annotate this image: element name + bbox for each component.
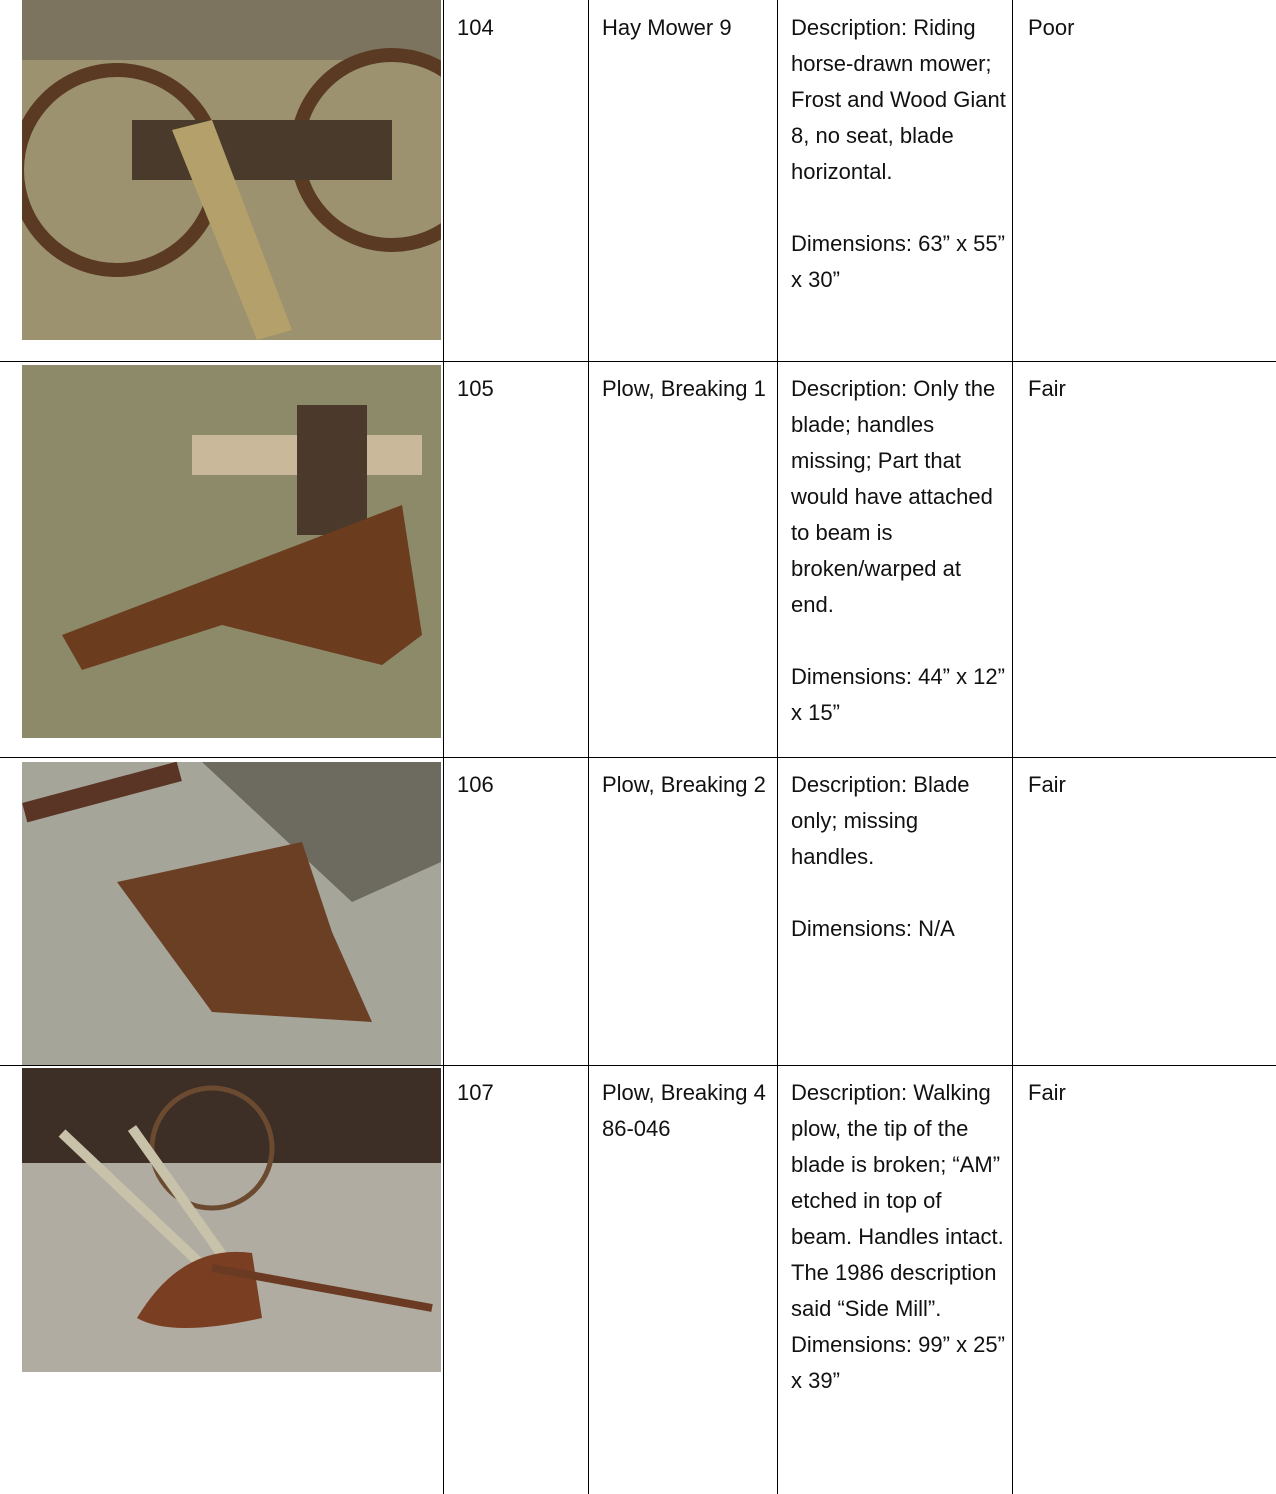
description-paragraph: Dimensions: 44” x 12” x 15” [791, 664, 1005, 725]
description-paragraph: Dimensions: N/A [791, 916, 955, 941]
item-description: Description: Only the blade; handles mis… [791, 361, 1006, 767]
description-paragraph: Description: Blade only; missing handles… [791, 772, 970, 869]
item-name: Hay Mower 9 [602, 15, 732, 40]
description-paragraph: Description: Only the blade; handles mis… [791, 376, 996, 617]
row-border [0, 757, 1276, 758]
row-border [0, 361, 1276, 362]
item-description: Description: Walking plow, the tip of th… [791, 1065, 1006, 1399]
item-description: Description: Riding horse-drawn mower; F… [791, 0, 1006, 334]
column-border [443, 0, 444, 1494]
photo-hay-mower [22, 0, 441, 340]
item-name: Plow, Breaking 4 86-046 [602, 1080, 766, 1141]
description-paragraph: Dimensions: 63” x 55” x 30” [791, 231, 1005, 292]
photo-plow-2 [22, 762, 441, 1065]
description-paragraph: Description: Walking plow, the tip of th… [791, 1080, 1004, 1321]
description-paragraph: Dimensions: 99” x 25” x 39” [791, 1332, 1005, 1393]
item-number: 104 [457, 15, 494, 40]
item-number: 106 [457, 772, 494, 797]
item-number: 105 [457, 376, 494, 401]
column-border [1012, 0, 1013, 1494]
column-border [777, 0, 778, 1494]
item-condition: Poor [1028, 15, 1075, 40]
item-number: 107 [457, 1080, 494, 1105]
item-condition: Fair [1028, 1080, 1066, 1105]
item-condition: Fair [1028, 772, 1066, 797]
column-border [588, 0, 589, 1494]
item-name: Plow, Breaking 2 [602, 772, 766, 797]
item-description: Description: Blade only; missing handles… [791, 757, 1006, 983]
item-condition: Fair [1028, 376, 1066, 401]
photo-plow-1 [22, 365, 441, 738]
description-paragraph: Description: Riding horse-drawn mower; F… [791, 15, 1006, 184]
row-border [0, 1065, 1276, 1066]
photo-plow-4 [22, 1068, 441, 1372]
item-name: Plow, Breaking 1 [602, 376, 766, 401]
